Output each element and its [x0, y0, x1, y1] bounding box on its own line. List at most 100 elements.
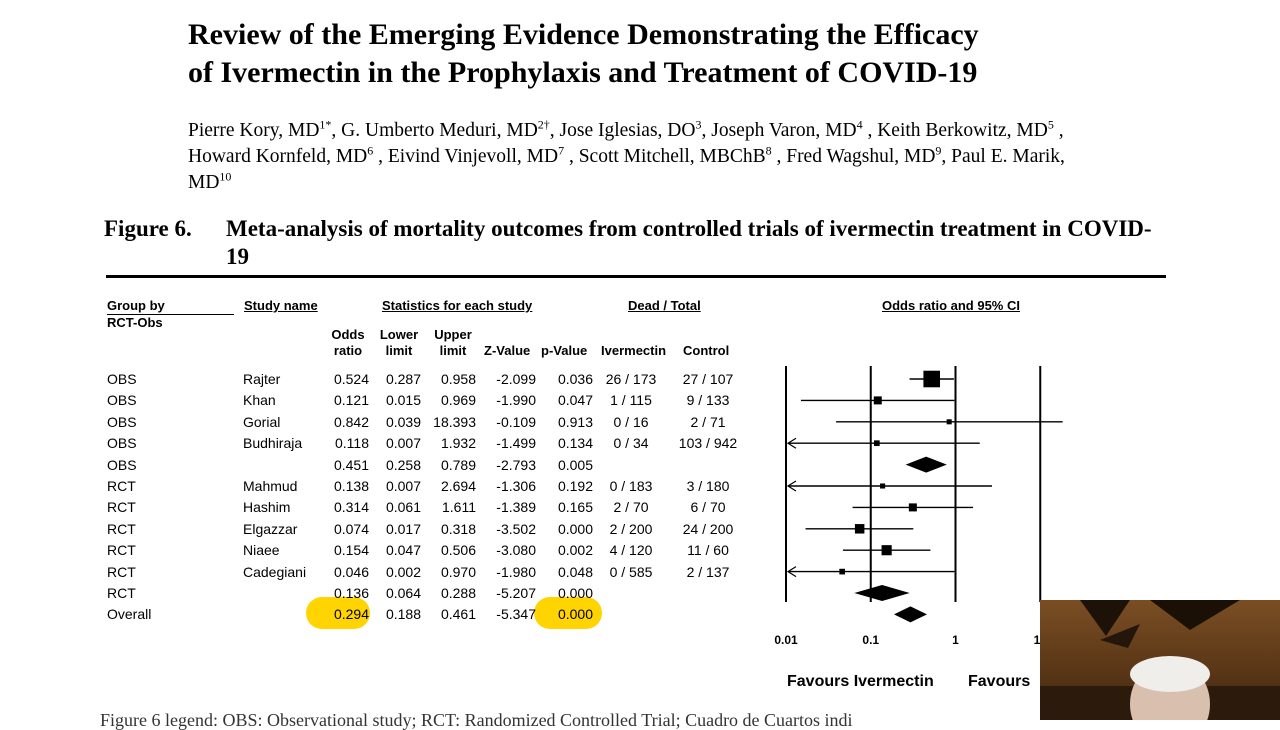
author-affiliation: 6: [367, 143, 374, 158]
webcam-scene: [1040, 600, 1280, 720]
figure-legend-fragment: Figure 6 legend: OBS: Observational stud…: [100, 710, 853, 730]
cell-z: -1.980: [496, 563, 536, 580]
cell-ctrl: 3 / 180: [686, 478, 730, 494]
cell-or: 0.046: [333, 563, 369, 580]
dead-total-header: Dead / Total: [628, 298, 701, 313]
cell-group: OBS: [107, 435, 137, 452]
point-estimate: [854, 524, 865, 534]
point-estimate: [873, 396, 882, 405]
col-upper-line2: limit: [439, 343, 467, 358]
cell-z: -1.306: [496, 478, 536, 494]
summary-diamond: [854, 585, 910, 601]
cell-p: 0.002: [557, 542, 593, 559]
point-estimate: [923, 370, 941, 388]
cell-ctrl: 6 / 70: [690, 499, 726, 516]
cell-upper: 0.958: [440, 371, 476, 387]
col-p-value: p-Value: [541, 343, 588, 358]
cell-p: 0.048: [557, 563, 593, 580]
cell-study: Hashim: [243, 499, 291, 516]
cell-or: 0.842: [333, 413, 369, 430]
col-lower-line2: limit: [385, 343, 413, 358]
favours-ivermectin-label: Favours Ivermectin: [787, 673, 934, 690]
cell-or: 0.121: [333, 392, 369, 409]
cell-upper: 2.694: [440, 478, 476, 494]
ci-arrow: [786, 480, 797, 492]
author: Howard Kornfeld, MD: [188, 146, 368, 167]
group-header-sub: RCT-Obs: [107, 315, 163, 330]
cell-group: OBS: [107, 413, 137, 430]
odds-ratio-ci-header: Odds ratio and 95% CI: [882, 298, 1020, 313]
highlight-overall-or: [306, 597, 370, 629]
cell-p: 0.000: [557, 520, 593, 537]
cell-lower: 0.061: [385, 499, 421, 516]
author-affiliation: 5: [1047, 117, 1054, 132]
cell-p: 0.036: [557, 371, 593, 387]
cell-ctrl: 11 / 60: [687, 542, 729, 559]
cell-p: 0.165: [557, 499, 593, 516]
cell-group: OBS: [107, 392, 137, 409]
cell-upper: 0.506: [440, 542, 476, 559]
cell-ctrl: 9 / 133: [686, 392, 730, 409]
cell-upper: 0.969: [440, 392, 476, 409]
paper-title-line-2: of Ivermectin in the Prophylaxis and Tre…: [188, 56, 978, 89]
cell-ctrl: 103 / 942: [678, 435, 738, 452]
col-z-value: Z-Value: [484, 343, 531, 358]
cell-z: -1.499: [496, 435, 536, 452]
author: Joseph Varon, MD: [711, 120, 857, 141]
cell-ctrl: 24 / 200: [682, 520, 734, 537]
cell-or: 0.451: [333, 456, 369, 473]
cell-study: Khan: [243, 392, 276, 409]
author-affiliation: 3: [695, 117, 702, 132]
cell-upper: 1.932: [440, 435, 476, 452]
point-estimate: [874, 440, 880, 447]
cell-p: 0.000: [557, 585, 593, 601]
axis-tick-label: 0.01: [774, 633, 798, 647]
cell-z: -2.099: [496, 371, 536, 387]
cell-upper: 0.970: [440, 563, 476, 580]
author: Pierre Kory, MD: [188, 120, 320, 141]
cell-group: OBS: [107, 371, 137, 387]
cell-upper: 18.393: [433, 413, 476, 430]
author: Jose Iglesias, DO: [559, 120, 696, 141]
cell-or: 0.138: [333, 478, 369, 494]
cell-study: Cadegiani: [243, 563, 307, 580]
statistics-header: Statistics for each study: [382, 298, 533, 313]
col-odds-ratio: Odds ratio: [326, 327, 370, 359]
cell-p: 0.047: [557, 392, 593, 409]
cell-or: 0.314: [333, 499, 369, 516]
axis-tick-label: 0.1: [862, 633, 879, 647]
cell-or: 0.118: [335, 435, 369, 452]
presenter-hair: [1130, 656, 1210, 692]
col-lower-line1: Lower: [379, 327, 419, 342]
group-header-rule: [107, 314, 234, 315]
paper-title-line-1: Review of the Emerging Evidence Demonstr…: [188, 18, 979, 51]
col-odds-ratio-line1: Odds: [331, 327, 365, 342]
cell-ctrl: 27 / 107: [682, 371, 734, 387]
cell-z: -5.347: [496, 606, 536, 623]
author: Keith Berkowitz, MD: [877, 120, 1048, 141]
cell-z: -0.109: [496, 413, 536, 430]
cell-iver: 0 / 16: [613, 413, 649, 430]
cell-group: RCT: [107, 520, 136, 537]
ceiling-fan-blade-lower: [1100, 624, 1140, 648]
ci-arrow: [786, 566, 797, 578]
cell-or: 0.074: [333, 520, 369, 537]
cell-group: RCT: [107, 478, 136, 494]
col-odds-ratio-line2: ratio: [333, 343, 363, 358]
cell-or: 0.524: [333, 371, 369, 387]
author: G. Umberto Meduri, MD: [341, 120, 538, 141]
cell-upper: 0.318: [440, 520, 476, 537]
cell-group: RCT: [107, 499, 136, 516]
cell-or: 0.154: [333, 542, 369, 559]
figure-label: Figure 6.: [104, 216, 192, 241]
cell-study: Elgazzar: [243, 520, 298, 537]
cell-lower: 0.007: [385, 435, 421, 452]
author-affiliation: 8: [765, 143, 772, 158]
forest-plot: 0.010.1110: [774, 366, 1063, 647]
col-upper-limit: Upper limit: [430, 327, 476, 359]
cell-lower: 0.064: [385, 585, 421, 601]
webcam-overlay: [1040, 600, 1280, 720]
author-separator: ,: [549, 120, 560, 141]
author: Eivind Vinjevoll, MD: [387, 146, 559, 167]
point-estimate: [908, 503, 917, 512]
